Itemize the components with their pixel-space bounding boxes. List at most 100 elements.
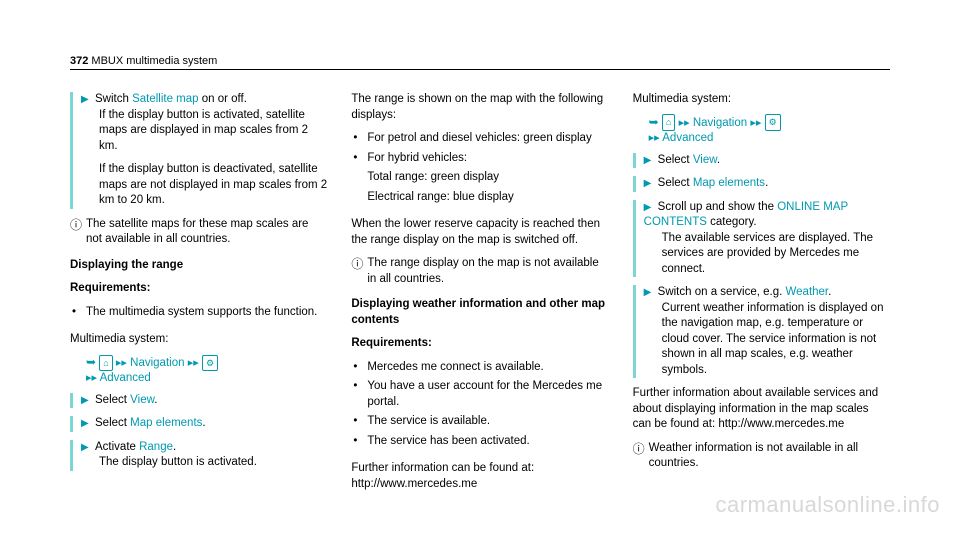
bullet-icon: • bbox=[351, 434, 367, 450]
step-content: ▶Switch on a service, e.g. Weather. Curr… bbox=[644, 285, 890, 378]
bullet-icon: • bbox=[351, 151, 367, 167]
multimedia-label: Multimedia system: bbox=[633, 92, 890, 108]
text: Select bbox=[95, 417, 130, 429]
step-map-elements: ▶Select Map elements. bbox=[70, 416, 327, 432]
content-area: ▶Switch Satellite map on or off. If the … bbox=[70, 92, 890, 500]
step-content: ▶Select Map elements. bbox=[81, 416, 327, 432]
step-bar bbox=[70, 416, 73, 432]
heading-weather: Displaying weather information and other… bbox=[351, 297, 608, 328]
nav-path: ➥ ⌂ ▸▸ Navigation ▸▸ ⚙ ▸▸ Advanced bbox=[649, 114, 890, 147]
info-icon: ⓘ bbox=[70, 217, 86, 248]
text: Current weather information is displayed… bbox=[644, 301, 890, 379]
para-further3: Further information about available serv… bbox=[633, 386, 890, 433]
step-icon: ▶ bbox=[644, 201, 658, 215]
text: on or off. bbox=[199, 93, 247, 105]
bullet-item: • The service is available. bbox=[351, 414, 608, 430]
text: Activate bbox=[95, 441, 139, 453]
info-icon: ⓘ bbox=[351, 256, 367, 287]
bullet-text: For hybrid vehicles: bbox=[367, 151, 467, 167]
step-scroll: ▶Scroll up and show the ONLINE MAP CONTE… bbox=[633, 200, 890, 278]
step-bar bbox=[70, 92, 73, 209]
gear-icon: ⚙ bbox=[202, 355, 218, 371]
bullet-text: The service is available. bbox=[367, 414, 490, 430]
text: Scroll up and show the bbox=[658, 201, 778, 213]
multimedia-label: Multimedia system: bbox=[70, 332, 327, 348]
step-icon: ▶ bbox=[644, 154, 658, 168]
step-content: ▶Select View. bbox=[81, 393, 327, 409]
text: Select bbox=[95, 394, 130, 406]
para-reserve: When the lower reserve capacity is reach… bbox=[351, 217, 608, 248]
bullet-item: • You have a user account for the Merced… bbox=[351, 379, 608, 410]
bullet-text: Mercedes me connect is available. bbox=[367, 360, 543, 376]
step-icon: ▶ bbox=[644, 286, 658, 300]
nav-path: ➥ ⌂ ▸▸ Navigation ▸▸ ⚙ ▸▸ Advanced bbox=[86, 354, 327, 387]
step-bar bbox=[70, 393, 73, 409]
dbl-arrow-icon: ▸▸ bbox=[750, 117, 761, 129]
info-note: ⓘ The satellite maps for these map scale… bbox=[70, 217, 327, 248]
info-note: ⓘ The range display on the map is not av… bbox=[351, 256, 608, 287]
bullet-text: The service has been activated. bbox=[367, 434, 529, 450]
step-range: ▶Activate Range. The display button is a… bbox=[70, 440, 327, 471]
home-icon: ⌂ bbox=[662, 114, 675, 130]
step-icon: ▶ bbox=[81, 394, 95, 408]
nav-link: Navigation bbox=[130, 357, 184, 369]
step-view: ▶Select View. bbox=[70, 393, 327, 409]
dbl-arrow-icon: ▸▸ bbox=[649, 132, 660, 144]
step-icon: ▶ bbox=[81, 417, 95, 431]
step-content: ▶Activate Range. The display button is a… bbox=[81, 440, 327, 471]
text: The display button is activated. bbox=[81, 455, 327, 471]
para-intro: The range is shown on the map with the f… bbox=[351, 92, 608, 123]
info-text: The range display on the map is not avai… bbox=[367, 256, 608, 287]
heading-requirements2: Requirements: bbox=[351, 336, 608, 352]
step-weather: ▶Switch on a service, e.g. Weather. Curr… bbox=[633, 285, 890, 378]
para-further: Further information can be found at: htt… bbox=[351, 461, 608, 492]
text: category. bbox=[707, 216, 757, 228]
page-header: 372 MBUX multimedia system bbox=[70, 55, 890, 70]
advanced-link: Advanced bbox=[100, 372, 151, 384]
dbl-arrow-icon: ▸▸ bbox=[679, 117, 690, 129]
bullet-icon: • bbox=[351, 360, 367, 376]
page-number: 372 bbox=[70, 55, 88, 67]
bullet-icon: • bbox=[351, 379, 367, 410]
bullet-icon: • bbox=[351, 131, 367, 147]
text: Select bbox=[658, 154, 693, 166]
dbl-arrow-icon: ▸▸ bbox=[188, 357, 199, 369]
section-title: MBUX multimedia system bbox=[91, 55, 217, 67]
map-elements-link: Map elements bbox=[130, 417, 202, 429]
step-content: ▶Switch Satellite map on or off. If the … bbox=[81, 92, 327, 209]
sub-text: Electrical range: blue display bbox=[351, 190, 608, 206]
map-elements-link: Map elements bbox=[693, 177, 765, 189]
advanced-link: Advanced bbox=[662, 132, 713, 144]
step-satellite: ▶Switch Satellite map on or off. If the … bbox=[70, 92, 327, 209]
dbl-arrow-icon: ▸▸ bbox=[116, 357, 127, 369]
step-bar bbox=[70, 440, 73, 471]
step-bar bbox=[633, 285, 636, 378]
step-icon: ▶ bbox=[644, 177, 658, 191]
bullet-item: • The multimedia system supports the fun… bbox=[70, 305, 327, 321]
column-2: The range is shown on the map with the f… bbox=[351, 92, 608, 500]
bullet-item: • For hybrid vehicles: bbox=[351, 151, 608, 167]
sub-text: Total range: green display bbox=[351, 170, 608, 186]
info-text: The satellite maps for these map scales … bbox=[86, 217, 327, 248]
step-view: ▶Select View. bbox=[633, 153, 890, 169]
bullet-item: • The service has been activated. bbox=[351, 434, 608, 450]
bullet-icon: • bbox=[70, 305, 86, 321]
heading-range: Displaying the range bbox=[70, 258, 327, 274]
bullet-item: • Mercedes me connect is available. bbox=[351, 360, 608, 376]
step-map-elements: ▶Select Map elements. bbox=[633, 176, 890, 192]
bullet-text: The multimedia system supports the funct… bbox=[86, 305, 317, 321]
step-bar bbox=[633, 200, 636, 278]
bullet-text: You have a user account for the Mercedes… bbox=[367, 379, 608, 410]
home-icon: ⌂ bbox=[99, 355, 112, 371]
text: Switch on a service, e.g. bbox=[658, 286, 786, 298]
bullet-icon: • bbox=[351, 414, 367, 430]
step-content: ▶Select View. bbox=[644, 153, 890, 169]
step-content: ▶Select Map elements. bbox=[644, 176, 890, 192]
info-text: Weather information is not available in … bbox=[649, 441, 890, 472]
watermark: carmanualsonline.info bbox=[715, 492, 940, 518]
step-bar bbox=[633, 153, 636, 169]
view-link: View bbox=[693, 154, 717, 166]
arrow-icon: ➥ bbox=[86, 355, 96, 369]
column-1: ▶Switch Satellite map on or off. If the … bbox=[70, 92, 327, 500]
text: Select bbox=[658, 177, 693, 189]
